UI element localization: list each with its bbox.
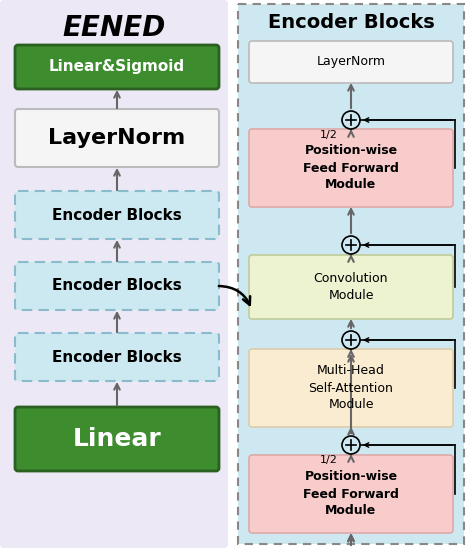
FancyBboxPatch shape	[249, 41, 453, 83]
FancyBboxPatch shape	[15, 109, 219, 167]
Text: Encoder Blocks: Encoder Blocks	[52, 208, 182, 222]
FancyBboxPatch shape	[15, 191, 219, 239]
FancyBboxPatch shape	[0, 0, 228, 548]
Circle shape	[342, 236, 360, 254]
FancyBboxPatch shape	[15, 333, 219, 381]
FancyBboxPatch shape	[249, 349, 453, 427]
Text: Linear&Sigmoid: Linear&Sigmoid	[49, 60, 185, 75]
Circle shape	[342, 331, 360, 349]
Text: 1/2: 1/2	[320, 455, 338, 465]
FancyBboxPatch shape	[238, 4, 464, 544]
Text: LayerNorm: LayerNorm	[316, 55, 386, 68]
FancyBboxPatch shape	[15, 45, 219, 89]
Text: Linear: Linear	[73, 427, 161, 451]
FancyBboxPatch shape	[249, 455, 453, 533]
FancyArrowPatch shape	[219, 286, 250, 305]
Text: Convolution
Module: Convolution Module	[314, 272, 388, 302]
FancyBboxPatch shape	[15, 262, 219, 310]
Text: Position-wise
Feed Forward
Module: Position-wise Feed Forward Module	[303, 145, 399, 191]
Text: Encoder Blocks: Encoder Blocks	[52, 278, 182, 294]
FancyBboxPatch shape	[249, 255, 453, 319]
Text: Encoder Blocks: Encoder Blocks	[268, 13, 434, 31]
Text: 1/2: 1/2	[320, 130, 338, 140]
Text: Multi-Head
Self-Attention
Module: Multi-Head Self-Attention Module	[308, 364, 394, 412]
Text: EENED: EENED	[62, 14, 166, 42]
FancyBboxPatch shape	[15, 407, 219, 471]
Circle shape	[342, 436, 360, 454]
Text: LayerNorm: LayerNorm	[48, 128, 186, 148]
FancyBboxPatch shape	[249, 129, 453, 207]
Text: Position-wise
Feed Forward
Module: Position-wise Feed Forward Module	[303, 471, 399, 517]
Text: Encoder Blocks: Encoder Blocks	[52, 350, 182, 364]
Circle shape	[342, 111, 360, 129]
